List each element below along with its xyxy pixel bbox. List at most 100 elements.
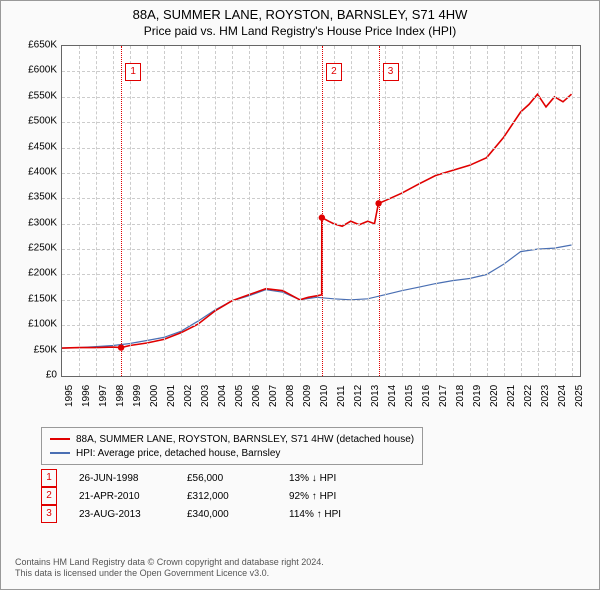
gridline-v [453,46,454,376]
x-tick-label: 1999 [132,385,143,407]
gridline-v [317,46,318,376]
gridline-v [113,46,114,376]
y-tick-label: £100K [28,319,57,330]
event-date: 23-AUG-2013 [79,509,165,520]
x-tick-label: 2007 [268,385,279,407]
gridline-v [300,46,301,376]
chart-title-address: 88A, SUMMER LANE, ROYSTON, BARNSLEY, S71… [1,7,599,22]
attribution-footer: Contains HM Land Registry data © Crown c… [15,557,324,580]
x-tick-label: 2009 [302,385,313,407]
y-tick-label: £200K [28,268,57,279]
chart-area: 123 £0£50K£100K£150K£200K£250K£300K£350K… [13,45,589,421]
gridline-v [419,46,420,376]
event-marker-box: 2 [326,63,342,81]
x-tick-label: 1997 [98,385,109,407]
plot-area: 1 2 3 [61,45,581,377]
event-index-box: 2 [41,487,57,505]
chart-titles: 88A, SUMMER LANE, ROYSTON, BARNSLEY, S71… [1,1,599,38]
gridline-v [96,46,97,376]
y-tick-label: £300K [28,217,57,228]
gridline-v [351,46,352,376]
legend: 88A, SUMMER LANE, ROYSTON, BARNSLEY, S71… [41,427,423,465]
footer-line: Contains HM Land Registry data © Crown c… [15,557,324,568]
y-tick-label: £500K [28,116,57,127]
legend-label: HPI: Average price, detached house, Barn… [76,448,280,459]
event-index-box: 3 [41,505,57,523]
y-tick-label: £450K [28,141,57,152]
event-row: 3 23-AUG-2013 £340,000 114% ↑ HPI [41,505,379,523]
gridline-v [368,46,369,376]
gridline-v [572,46,573,376]
legend-item-hpi: HPI: Average price, detached house, Barn… [50,446,414,460]
event-marker-line [322,46,323,376]
x-tick-label: 2008 [285,385,296,407]
legend-swatch [50,452,70,454]
legend-swatch [50,438,70,440]
x-tick-label: 2014 [387,385,398,407]
event-price: £312,000 [187,491,267,502]
y-tick-label: £250K [28,243,57,254]
y-tick-label: £350K [28,192,57,203]
gridline-v [232,46,233,376]
chart-subtitle: Price paid vs. HM Land Registry's House … [1,24,599,38]
event-marker-box: 1 [125,63,141,81]
gridline-v [521,46,522,376]
event-date: 21-APR-2010 [79,491,165,502]
gridline-v [215,46,216,376]
gridline-v [181,46,182,376]
y-tick-label: £50K [34,344,57,355]
x-tick-label: 2000 [149,385,160,407]
events-table: 1 26-JUN-1998 £56,000 13% ↓ HPI 2 21-APR… [41,469,379,523]
gridline-v [130,46,131,376]
x-tick-label: 2002 [183,385,194,407]
gridline-v [198,46,199,376]
gridline-v [385,46,386,376]
x-tick-label: 2003 [200,385,211,407]
y-tick-label: £650K [28,40,57,51]
x-tick-label: 2015 [404,385,415,407]
event-diff: 114% ↑ HPI [289,509,379,520]
x-tick-label: 2016 [421,385,432,407]
event-index-box: 1 [41,469,57,487]
x-tick-label: 2021 [506,385,517,407]
x-tick-label: 2013 [370,385,381,407]
event-diff: 13% ↓ HPI [289,473,379,484]
event-price: £56,000 [187,473,267,484]
gridline-v [249,46,250,376]
x-tick-label: 2006 [251,385,262,407]
x-tick-label: 2022 [523,385,534,407]
gridline-v [487,46,488,376]
x-tick-label: 2023 [540,385,551,407]
gridline-v [334,46,335,376]
gridline-v [79,46,80,376]
x-tick-label: 2005 [234,385,245,407]
x-tick-label: 2012 [353,385,364,407]
gridline-v [470,46,471,376]
event-marker-line [121,46,122,376]
y-tick-label: £0 [46,370,57,381]
chart-page: { "titles": { "line1": "88A, SUMMER LANE… [0,0,600,590]
gridline-v [147,46,148,376]
event-marker-line [379,46,380,376]
x-tick-label: 2004 [217,385,228,407]
y-tick-label: £600K [28,65,57,76]
x-tick-label: 1998 [115,385,126,407]
gridline-v [436,46,437,376]
x-tick-label: 2024 [557,385,568,407]
event-row: 1 26-JUN-1998 £56,000 13% ↓ HPI [41,469,379,487]
gridline-v [283,46,284,376]
gridline-v [504,46,505,376]
x-tick-label: 1996 [81,385,92,407]
gridline-v [402,46,403,376]
x-tick-label: 2020 [489,385,500,407]
legend-item-property: 88A, SUMMER LANE, ROYSTON, BARNSLEY, S71… [50,432,414,446]
footer-line: This data is licensed under the Open Gov… [15,568,324,579]
event-marker-box: 3 [383,63,399,81]
y-tick-label: £550K [28,90,57,101]
x-tick-label: 2017 [438,385,449,407]
gridline-v [266,46,267,376]
x-tick-label: 2001 [166,385,177,407]
gridline-v [164,46,165,376]
x-tick-label: 2025 [574,385,585,407]
x-tick-label: 2011 [336,385,347,407]
